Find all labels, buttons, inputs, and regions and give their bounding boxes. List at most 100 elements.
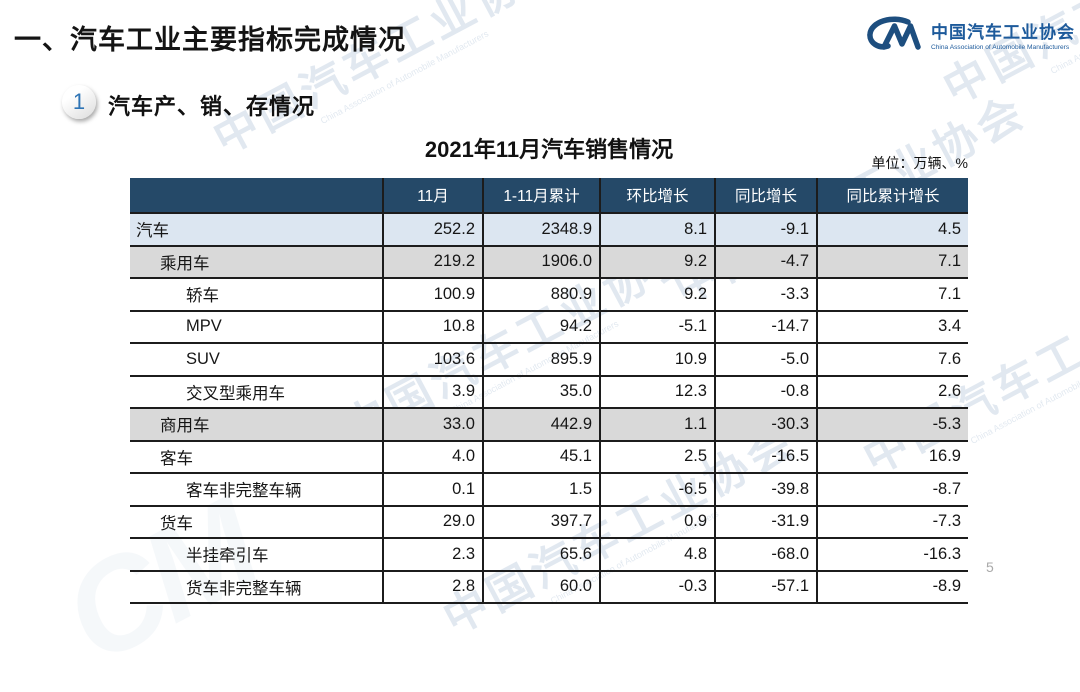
row-value-cell: 252.2	[382, 212, 483, 247]
row-value-cell: 2.8	[382, 569, 483, 604]
row-value-cell: 8.1	[599, 212, 715, 247]
row-label-cell: 轿车	[130, 277, 383, 312]
row-value-cell: -16.5	[714, 439, 817, 474]
caam-logo-icon	[864, 14, 922, 61]
row-value-cell: 10.8	[382, 309, 483, 344]
row-value-cell: 94.2	[482, 309, 600, 344]
row-label-cell: 乘用车	[130, 244, 383, 279]
table-row: 客车 4.0 45.1 2.5 -16.5 16.9	[130, 439, 968, 474]
row-value-cell: -16.3	[816, 537, 968, 572]
logo-name-cn: 中国汽车工业协会	[931, 23, 1075, 42]
row-value-cell: -8.9	[816, 569, 968, 604]
table-row: 商用车 33.0 442.9 1.1 -30.3 -5.3	[130, 407, 968, 442]
table-row: 汽车 252.2 2348.9 8.1 -9.1 4.5	[130, 212, 968, 247]
row-value-cell: -5.0	[714, 342, 817, 377]
table-row: 货车 29.0 397.7 0.9 -31.9 -7.3	[130, 504, 968, 539]
row-value-cell: 1.1	[599, 407, 715, 442]
table-row: 客车非完整车辆 0.1 1.5 -6.5 -39.8 -8.7	[130, 472, 968, 507]
row-value-cell: 7.1	[816, 277, 968, 312]
row-value-cell: -7.3	[816, 504, 968, 539]
row-value-cell: -68.0	[714, 537, 817, 572]
row-value-cell: 7.6	[816, 342, 968, 377]
row-value-cell: 442.9	[482, 407, 600, 442]
row-value-cell: 7.1	[816, 244, 968, 279]
table-row: SUV 103.6 895.9 10.9 -5.0 7.6	[130, 342, 968, 377]
page-number: 5	[986, 559, 994, 575]
row-value-cell: 16.9	[816, 439, 968, 474]
row-value-cell: 1.5	[482, 472, 600, 507]
row-value-cell: 1906.0	[482, 244, 600, 279]
row-label-cell: 客车	[130, 439, 383, 474]
row-value-cell: 3.9	[382, 374, 483, 409]
row-label-cell: 客车非完整车辆	[130, 472, 383, 507]
row-value-cell: 103.6	[382, 342, 483, 377]
row-value-cell: 2.3	[382, 537, 483, 572]
row-label-cell: 货车	[130, 504, 383, 539]
row-value-cell: -9.1	[714, 212, 817, 247]
table-row: MPV 10.8 94.2 -5.1 -14.7 3.4	[130, 309, 968, 344]
unit-label: 单位：万辆、%	[871, 155, 968, 171]
column-header-yoy-growth: 同比增长	[714, 178, 817, 214]
row-value-cell: -31.9	[714, 504, 817, 539]
row-label-cell: 货车非完整车辆	[130, 569, 383, 604]
row-value-cell: 219.2	[382, 244, 483, 279]
caam-logo: 中国汽车工业协会 China Association of Automobile…	[864, 14, 1075, 61]
table-row: 乘用车 219.2 1906.0 9.2 -4.7 7.1	[130, 244, 968, 279]
caam-logo-text: 中国汽车工业协会 China Association of Automobile…	[931, 23, 1075, 52]
row-value-cell: -14.7	[714, 309, 817, 344]
table-row: 交叉型乘用车 3.9 35.0 12.3 -0.8 2.6	[130, 374, 968, 409]
table-body: 汽车 252.2 2348.9 8.1 -9.1 4.5 乘用车 219.2 1906.0 9.2…	[130, 212, 968, 604]
row-value-cell: -4.7	[714, 244, 817, 279]
row-value-cell: -5.1	[599, 309, 715, 344]
table-row: 轿车 100.9 880.9 9.2 -3.3 7.1	[130, 277, 968, 312]
section-title: 汽车产、销、存情况	[108, 94, 316, 119]
row-value-cell: 4.0	[382, 439, 483, 474]
row-value-cell: 65.6	[482, 537, 600, 572]
row-value-cell: 2348.9	[482, 212, 600, 247]
row-value-cell: 35.0	[482, 374, 600, 409]
row-value-cell: -39.8	[714, 472, 817, 507]
column-header-category	[130, 178, 383, 214]
row-label-cell: 交叉型乘用车	[130, 374, 383, 409]
row-value-cell: 2.5	[599, 439, 715, 474]
row-value-cell: -3.3	[714, 277, 817, 312]
row-label-cell: SUV	[130, 342, 383, 377]
row-value-cell: 100.9	[382, 277, 483, 312]
column-header-yoy-cumulative-growth: 同比累计增长	[816, 178, 968, 214]
row-value-cell: 33.0	[382, 407, 483, 442]
row-value-cell: -57.1	[714, 569, 817, 604]
row-value-cell: -6.5	[599, 472, 715, 507]
section-number-badge: 1	[62, 85, 96, 119]
column-header-mom-growth: 环比增长	[599, 178, 715, 214]
row-value-cell: -0.8	[714, 374, 817, 409]
table-row: 货车非完整车辆 2.8 60.0 -0.3 -57.1 -8.9	[130, 569, 968, 604]
row-value-cell: 0.9	[599, 504, 715, 539]
table-title: 2021年11月汽车销售情况	[424, 137, 674, 162]
row-value-cell: -0.3	[599, 569, 715, 604]
row-label-cell: MPV	[130, 309, 383, 344]
row-value-cell: 4.8	[599, 537, 715, 572]
row-value-cell: 10.9	[599, 342, 715, 377]
table-row: 半挂牵引车 2.3 65.6 4.8 -68.0 -16.3	[130, 537, 968, 572]
row-value-cell: 2.6	[816, 374, 968, 409]
row-value-cell: 880.9	[482, 277, 600, 312]
page-title: 一、汽车工业主要指标完成情况	[14, 25, 406, 55]
column-header-month: 11月	[382, 178, 483, 214]
logo-name-en: China Association of Automobile Manufact…	[931, 44, 1070, 51]
row-value-cell: 3.4	[816, 309, 968, 344]
row-label-cell: 商用车	[130, 407, 383, 442]
row-value-cell: 397.7	[482, 504, 600, 539]
table-header-row: 11月 1-11月累计 环比增长 同比增长 同比累计增长	[130, 178, 968, 214]
row-value-cell: 12.3	[599, 374, 715, 409]
row-value-cell: 45.1	[482, 439, 600, 474]
row-value-cell: 29.0	[382, 504, 483, 539]
row-label-cell: 半挂牵引车	[130, 537, 383, 572]
sales-table: 11月 1-11月累计 环比增长 同比增长 同比累计增长 汽车 252.2 2348…	[130, 178, 968, 604]
column-header-cumulative: 1-11月累计	[482, 178, 600, 214]
row-value-cell: 9.2	[599, 277, 715, 312]
row-value-cell: 895.9	[482, 342, 600, 377]
row-value-cell: -5.3	[816, 407, 968, 442]
row-value-cell: 9.2	[599, 244, 715, 279]
row-value-cell: 4.5	[816, 212, 968, 247]
row-value-cell: -8.7	[816, 472, 968, 507]
